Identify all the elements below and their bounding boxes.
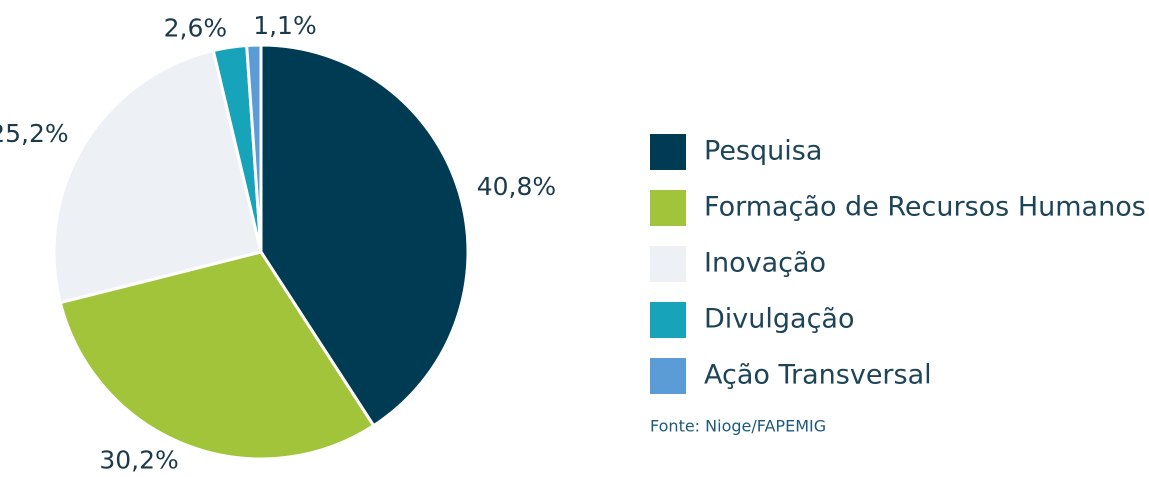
- legend-label: Ação Transversal: [704, 360, 932, 391]
- pie-slice: [52, 48, 263, 305]
- legend-swatch: [650, 134, 686, 170]
- legend-label: Pesquisa: [704, 136, 822, 167]
- legend-swatch: [650, 358, 686, 394]
- legend-label: Divulgação: [704, 304, 854, 335]
- slice-label: 1,1%: [253, 11, 317, 40]
- slice-label: 25,2%: [0, 119, 69, 148]
- slice-label: 30,2%: [99, 445, 178, 474]
- source-note: Fonte: Nioge/FAPEMIG: [650, 417, 826, 436]
- pie-slice: [58, 250, 376, 461]
- slice-label: 40,8%: [477, 172, 556, 201]
- legend-label: Inovação: [704, 248, 826, 279]
- pie-slice: [245, 43, 263, 253]
- legend-swatch: [650, 302, 686, 338]
- slice-label: 2,6%: [164, 14, 228, 43]
- legend-label: Formação de Recursos Humanos: [704, 192, 1146, 223]
- legend-swatch: [650, 246, 686, 282]
- legend-swatch: [650, 190, 686, 226]
